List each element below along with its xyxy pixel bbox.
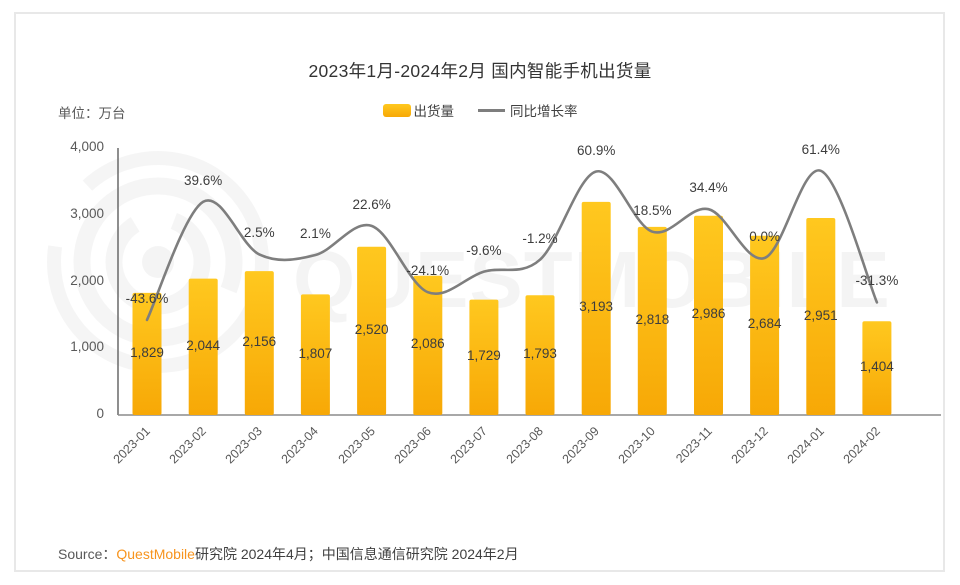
chart-card <box>14 12 945 572</box>
shipment-bar <box>694 215 723 415</box>
unit-label: 单位：万台 <box>58 106 126 121</box>
source-detail: 研究院 2024年4月；中国信息通信研究院 2024年2月 <box>194 546 519 562</box>
shipment-bar <box>188 278 218 415</box>
shipment-bar <box>525 295 555 415</box>
source-line: Source：QuestMobile研究院 2024年4月；中国信息通信研究院 … <box>58 544 519 564</box>
growth-line <box>145 169 879 322</box>
shipments-legend-swatch-icon <box>382 103 411 117</box>
shipment-bar <box>469 299 499 415</box>
questmobile-brand-text: QuestMobile <box>116 546 195 562</box>
shipment-bar <box>244 271 274 415</box>
legend: 出货量 同比增长率 <box>0 100 960 120</box>
shipment-bar <box>637 226 667 415</box>
chart-title: 2023年1月-2024年2月 国内智能手机出货量 <box>308 61 652 81</box>
shipment-bar <box>862 321 892 415</box>
source-prefix: Source： <box>58 546 117 562</box>
shipments-legend-label: 出货量 <box>413 104 455 119</box>
shipment-bar <box>806 218 836 415</box>
shipment-bar <box>357 246 387 415</box>
shipment-bar <box>413 275 443 415</box>
shipment-bar <box>300 294 330 415</box>
growth-legend-line-icon <box>478 108 505 112</box>
growth-legend-label: 同比增长率 <box>510 104 578 119</box>
shipment-bar <box>132 292 162 415</box>
shipment-bar <box>581 201 611 415</box>
shipment-bar <box>750 235 780 415</box>
